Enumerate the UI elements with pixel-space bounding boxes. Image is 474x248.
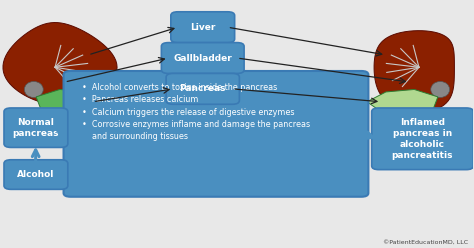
Polygon shape: [374, 31, 455, 112]
Text: •  Alcohol converts to toxins inside the pancreas
•  Pancreas releases calcium
•: • Alcohol converts to toxins inside the …: [82, 83, 310, 141]
Text: Alcohol: Alcohol: [17, 170, 55, 179]
FancyBboxPatch shape: [4, 108, 68, 147]
FancyBboxPatch shape: [4, 160, 68, 189]
FancyBboxPatch shape: [161, 43, 244, 73]
FancyBboxPatch shape: [372, 108, 474, 170]
FancyBboxPatch shape: [166, 73, 239, 104]
FancyBboxPatch shape: [64, 71, 368, 197]
Ellipse shape: [431, 81, 450, 97]
Text: Normal
pancreas: Normal pancreas: [13, 118, 59, 138]
Text: ©PatientEducationMD, LLC: ©PatientEducationMD, LLC: [383, 240, 469, 245]
Text: Pancreas: Pancreas: [180, 84, 226, 93]
Text: Gallbladder: Gallbladder: [173, 54, 232, 62]
Text: Liver: Liver: [190, 23, 215, 32]
Ellipse shape: [24, 81, 43, 97]
Polygon shape: [367, 90, 438, 112]
Polygon shape: [36, 90, 107, 112]
Text: Inflamed
pancreas in
alcoholic
pancreatitis: Inflamed pancreas in alcoholic pancreati…: [392, 118, 453, 160]
Polygon shape: [3, 23, 117, 104]
FancyBboxPatch shape: [171, 12, 235, 43]
